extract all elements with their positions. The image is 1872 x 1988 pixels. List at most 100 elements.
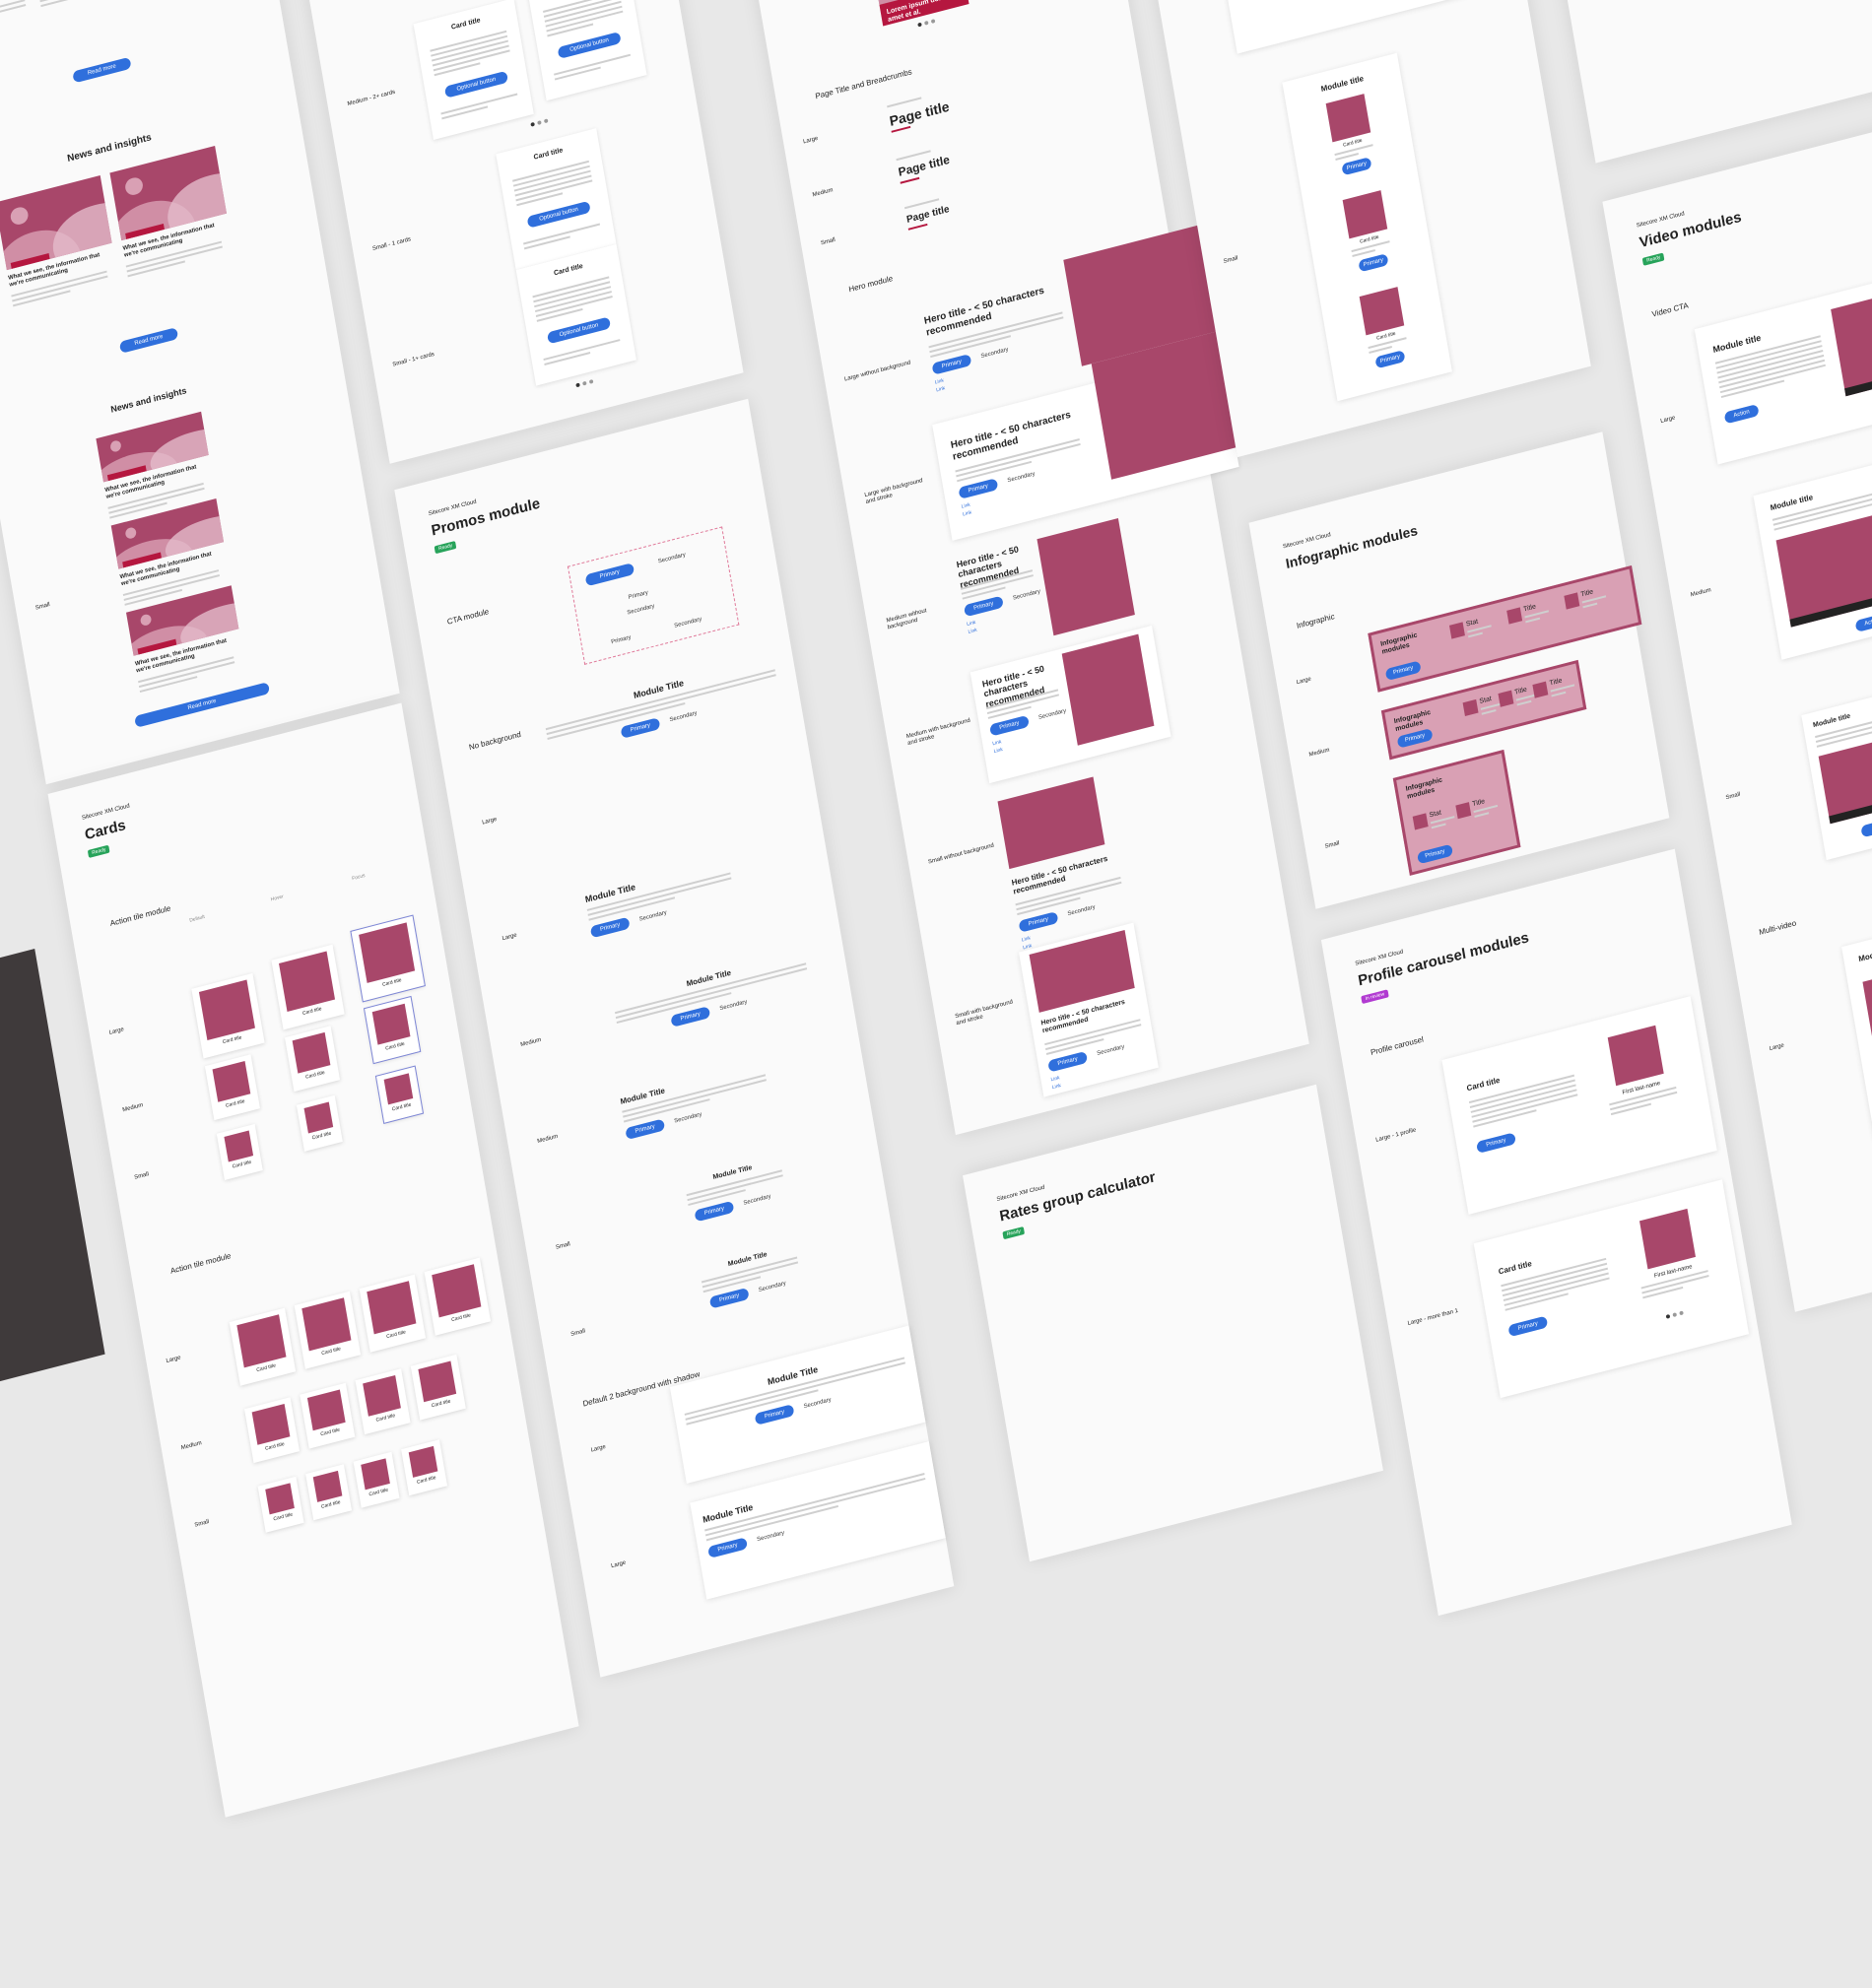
button[interactable]: Primary xyxy=(1358,253,1388,272)
text: News and insights xyxy=(110,385,187,415)
text: Hover xyxy=(271,895,285,903)
button[interactable]: Primary xyxy=(1374,350,1405,368)
button[interactable]: Primary xyxy=(1417,844,1453,865)
image-placeholder xyxy=(1036,518,1134,635)
button[interactable]: Primary xyxy=(621,717,661,739)
carousel-dot xyxy=(1679,1310,1684,1315)
button[interactable]: Secondary xyxy=(737,1189,777,1211)
text: Small - 1+ cards xyxy=(392,348,450,369)
carousel-dot xyxy=(924,21,929,26)
button[interactable]: Action xyxy=(1724,404,1760,425)
stat-icon xyxy=(1455,802,1471,819)
text: Small without background xyxy=(928,842,996,866)
text: Focus xyxy=(352,874,366,883)
tile-image xyxy=(361,1458,390,1490)
action-tile: Card title xyxy=(230,1308,296,1386)
action-tile: Card title xyxy=(205,1054,260,1120)
text: Promos module xyxy=(431,496,542,540)
button[interactable]: Primary xyxy=(1476,1132,1516,1154)
text: Medium xyxy=(537,1134,559,1146)
button[interactable]: Action xyxy=(1860,817,1872,838)
button[interactable]: Secondary xyxy=(752,1277,792,1298)
button[interactable]: Secondary xyxy=(663,706,703,728)
card-image xyxy=(1343,190,1388,238)
button[interactable]: Read more xyxy=(119,327,178,354)
stat-icon xyxy=(1498,691,1513,707)
button[interactable]: Secondary xyxy=(1007,584,1047,606)
button[interactable]: Optional button xyxy=(444,71,508,99)
text: Small xyxy=(570,1328,586,1339)
text-line xyxy=(1516,700,1531,706)
button[interactable]: Action xyxy=(1855,612,1872,632)
button[interactable]: Optional button xyxy=(547,316,611,344)
button[interactable]: Optional button xyxy=(527,201,591,229)
page: What we see, the information that we're … xyxy=(0,0,1872,1247)
image-sun xyxy=(10,205,30,227)
action-tile: Card title xyxy=(297,1095,343,1152)
button[interactable]: Optional button xyxy=(558,32,622,59)
badge: Ready xyxy=(435,541,457,554)
button[interactable]: Primary xyxy=(625,1118,665,1140)
text: Large xyxy=(1660,415,1676,426)
button[interactable]: Primary xyxy=(932,354,972,375)
image-placeholder xyxy=(1062,634,1155,746)
button[interactable]: Read more xyxy=(72,57,131,84)
button[interactable]: Secondary xyxy=(647,547,698,570)
text: Cards xyxy=(84,817,127,844)
carousel-dot xyxy=(1666,1314,1671,1319)
button[interactable]: Secondary xyxy=(633,905,673,927)
text-line xyxy=(1432,824,1446,829)
badge: Ready xyxy=(88,845,110,858)
text: Large xyxy=(803,136,819,147)
action-tile: Card title xyxy=(376,1067,423,1123)
button[interactable]: Primary xyxy=(1019,911,1059,933)
text: Medium with background and stroke xyxy=(906,717,975,748)
button[interactable]: Primary xyxy=(1341,157,1371,175)
action-tile: Card title xyxy=(305,1464,352,1520)
tile-image xyxy=(265,1483,295,1514)
text: Small xyxy=(1223,255,1238,266)
button[interactable]: Primary xyxy=(670,1006,710,1027)
text: Multi-video xyxy=(1759,918,1797,937)
button[interactable]: Secondary xyxy=(1061,900,1102,922)
button[interactable]: Primary xyxy=(709,1288,750,1309)
carousel-dot xyxy=(544,118,549,123)
text-line xyxy=(1552,692,1567,697)
button[interactable]: Secondary xyxy=(974,343,1015,364)
text: Medium xyxy=(181,1440,203,1452)
button[interactable]: Secondary xyxy=(668,1107,708,1129)
text: Default xyxy=(189,915,205,925)
text: Medium xyxy=(1308,747,1330,759)
text: Module title xyxy=(1284,65,1400,103)
artboard: Small xyxy=(1534,0,1872,164)
profile-photo xyxy=(1639,1209,1696,1270)
text: Large - more than 1 xyxy=(1407,1306,1465,1328)
button[interactable]: Primary xyxy=(1507,1316,1548,1338)
button[interactable]: Secondary xyxy=(663,611,713,634)
badge: Ready xyxy=(1642,252,1665,265)
text: Medium without background xyxy=(886,601,955,631)
text: Page Title and Breadcrumbs xyxy=(815,67,912,100)
text: Large xyxy=(590,1444,606,1455)
button[interactable]: Primary xyxy=(596,629,646,652)
tile-image xyxy=(199,980,255,1041)
tile-image xyxy=(384,1073,414,1104)
profile-photo xyxy=(1608,1026,1664,1087)
button[interactable]: Primary xyxy=(590,917,631,939)
button[interactable]: Primary xyxy=(964,595,1004,617)
text: Small xyxy=(1324,840,1340,851)
tile-image xyxy=(304,1101,334,1133)
button[interactable]: Primary xyxy=(585,563,635,586)
tile-image xyxy=(418,1360,456,1402)
button[interactable]: Primary xyxy=(1385,660,1422,681)
text: Large xyxy=(1296,676,1311,687)
card-image xyxy=(1326,94,1371,142)
button[interactable]: Primary xyxy=(695,1201,735,1223)
button[interactable]: Secondary xyxy=(713,995,754,1017)
stat-icon xyxy=(1413,813,1429,829)
text: Hero module xyxy=(848,274,894,294)
text-line xyxy=(0,4,26,31)
